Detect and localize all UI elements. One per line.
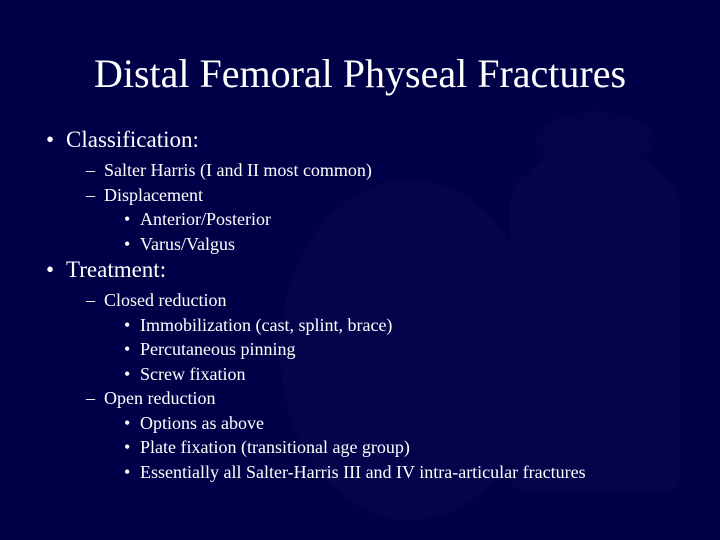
closed-screw-fixation: Screw fixation — [40, 363, 680, 386]
slide-body: Classification: Salter Harris (I and II … — [0, 127, 720, 483]
open-options-as-above: Options as above — [40, 412, 680, 435]
slide-container: Distal Femoral Physeal Fractures Classif… — [0, 0, 720, 540]
slide-title: Distal Femoral Physeal Fractures — [0, 0, 720, 127]
open-plate-fixation: Plate fixation (transitional age group) — [40, 436, 680, 459]
displacement-anterior-posterior: Anterior/Posterior — [40, 208, 680, 231]
treatment-open-reduction: Open reduction — [40, 387, 680, 410]
closed-immobilization: Immobilization (cast, splint, brace) — [40, 314, 680, 337]
classification-item-salter-harris: Salter Harris (I and II most common) — [40, 159, 680, 182]
open-salter-harris-iii-iv: Essentially all Salter-Harris III and IV… — [40, 461, 680, 484]
classification-item-displacement: Displacement — [40, 184, 680, 207]
section-treatment-heading: Treatment: — [40, 257, 680, 283]
closed-percutaneous-pinning: Percutaneous pinning — [40, 338, 680, 361]
treatment-closed-reduction: Closed reduction — [40, 289, 680, 312]
displacement-varus-valgus: Varus/Valgus — [40, 233, 680, 256]
section-classification-heading: Classification: — [40, 127, 680, 153]
